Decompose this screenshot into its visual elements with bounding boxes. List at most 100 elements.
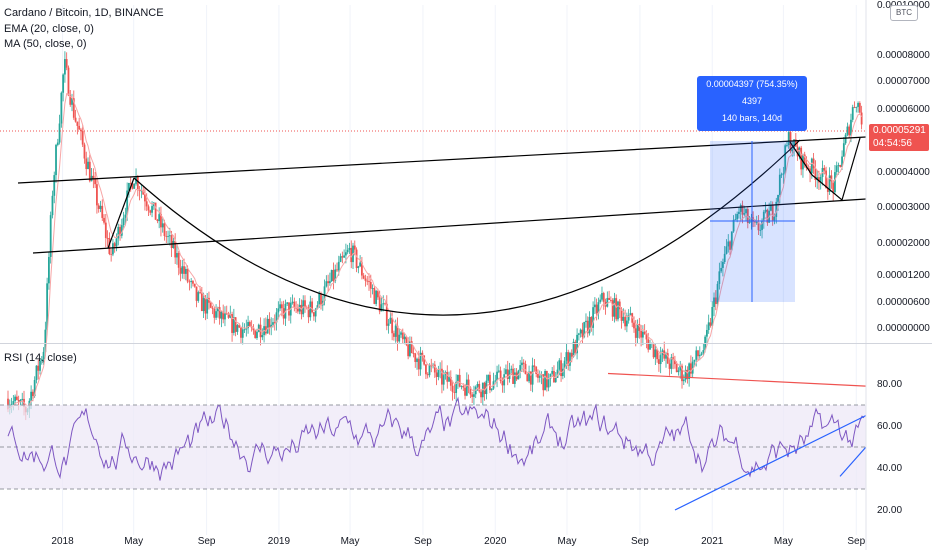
- candle-body: [810, 158, 813, 174]
- candle-body: [277, 308, 280, 313]
- candle-body: [206, 297, 209, 314]
- candle-body: [147, 206, 150, 211]
- candle-body: [222, 311, 225, 320]
- price-axis-tick: 0.00008000: [877, 50, 930, 61]
- candle-body: [503, 374, 506, 386]
- candle-body: [766, 209, 769, 223]
- candle-body: [30, 391, 33, 401]
- candle-body: [248, 322, 251, 326]
- candle-body: [617, 301, 619, 320]
- candle-body: [757, 222, 760, 231]
- candle-body: [677, 370, 680, 373]
- candle-body: [39, 360, 41, 371]
- candle-body: [366, 280, 369, 282]
- candle-body: [378, 297, 381, 312]
- candle-body: [469, 387, 472, 395]
- candle-body: [142, 190, 145, 195]
- candle-body: [425, 364, 427, 375]
- candle-body: [398, 334, 401, 342]
- candle-body: [377, 290, 379, 298]
- candle-body: [560, 360, 562, 377]
- candle-body: [330, 269, 333, 282]
- candle-body: [825, 170, 827, 189]
- candle-body: [787, 132, 790, 146]
- candle-body: [579, 329, 582, 334]
- candle-body: [851, 107, 854, 120]
- chart-legend-title[interactable]: Cardano / Bitcoin, 1D, BINANCE: [4, 7, 164, 19]
- candle-body: [602, 293, 605, 302]
- candle-body: [280, 304, 283, 309]
- candle-body: [718, 271, 721, 284]
- candle-body: [478, 384, 481, 392]
- candle-body: [282, 308, 285, 319]
- candle-body: [713, 297, 715, 307]
- candle-body: [451, 385, 454, 392]
- candle-body: [160, 214, 162, 228]
- candle-body: [823, 167, 826, 171]
- candle-body: [144, 194, 146, 202]
- candle-body: [583, 322, 586, 337]
- candle-body: [72, 98, 75, 118]
- candle-body: [496, 371, 498, 381]
- time-axis-tick: Sep: [847, 536, 865, 547]
- candle-body: [320, 293, 322, 306]
- candle-body: [839, 164, 842, 167]
- candle-body: [403, 336, 406, 340]
- candle-body: [834, 172, 836, 193]
- candle-body: [336, 269, 338, 271]
- candle-body: [842, 143, 845, 157]
- candle-body: [151, 206, 153, 213]
- candle-body: [174, 240, 177, 258]
- candle-body: [275, 312, 278, 323]
- candle-body: [455, 381, 458, 393]
- candle-body: [60, 92, 63, 124]
- candle-body: [344, 252, 347, 256]
- candle-body: [55, 144, 57, 176]
- candle-body: [120, 225, 123, 236]
- candle-body: [620, 309, 623, 321]
- candle-body: [229, 314, 232, 318]
- candle-body: [291, 301, 294, 303]
- candle-body: [448, 377, 450, 382]
- candle-body: [734, 219, 737, 221]
- candle-body: [42, 351, 45, 360]
- candle-body: [245, 328, 248, 330]
- candle-body: [738, 211, 740, 214]
- currency-badge[interactable]: BTC: [890, 5, 918, 21]
- candle-body: [312, 312, 315, 317]
- candle-body: [126, 190, 129, 215]
- candle-body: [657, 359, 660, 365]
- candle-body: [190, 281, 193, 283]
- candle-body: [773, 216, 776, 221]
- candle-body: [261, 335, 264, 338]
- candle-body: [44, 329, 47, 352]
- candle-body: [844, 134, 847, 144]
- ema-legend[interactable]: EMA (20, close, 0): [4, 23, 94, 35]
- ma-legend[interactable]: MA (50, close, 0): [4, 38, 87, 50]
- candle-body: [394, 325, 397, 337]
- time-axis-tick: Sep: [631, 536, 649, 547]
- candle-body: [364, 278, 367, 281]
- candle-body: [375, 290, 378, 304]
- candle-body: [71, 98, 73, 105]
- candle-body: [69, 95, 72, 105]
- cup-curve: [133, 139, 801, 316]
- candle-body: [97, 205, 100, 209]
- candle-body: [613, 298, 616, 317]
- time-axis-tick: May: [124, 536, 143, 547]
- rsi-legend[interactable]: RSI (14, close): [4, 352, 77, 364]
- candle-body: [110, 253, 113, 255]
- candle-body: [554, 377, 557, 383]
- candle-body: [814, 168, 817, 180]
- candle-body: [14, 396, 17, 402]
- candle-body: [743, 213, 746, 215]
- candle-body: [327, 281, 330, 284]
- candle-body: [154, 202, 157, 220]
- candle-body: [730, 231, 733, 250]
- candle-body: [538, 376, 541, 378]
- candle-body: [124, 214, 127, 218]
- candle-body: [353, 245, 356, 250]
- pane-divider[interactable]: [0, 343, 932, 344]
